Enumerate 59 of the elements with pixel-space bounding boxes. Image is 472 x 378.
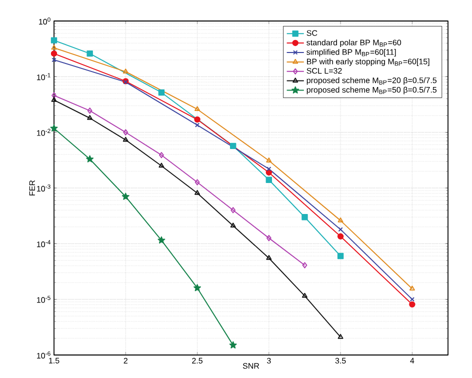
legend-label: proposed scheme M$_{BP}$=50 β=0.5/7.5 xyxy=(306,86,437,94)
point xyxy=(230,207,236,214)
point xyxy=(229,341,237,348)
point xyxy=(194,284,201,292)
point xyxy=(158,89,165,96)
point xyxy=(50,50,58,57)
x-tick-label: 3 xyxy=(266,358,271,364)
y-tick-label: 10$^{-5}$ xyxy=(37,296,50,303)
point xyxy=(194,190,200,195)
y-tick-label: 10$^{-4}$ xyxy=(37,240,50,248)
point xyxy=(194,122,200,128)
point xyxy=(266,158,272,162)
x-tick-label: 2 xyxy=(124,358,128,364)
point xyxy=(158,236,166,244)
y-axis-title: FER xyxy=(29,180,35,196)
point xyxy=(123,129,128,136)
legend-label: BP with early stopping M$_{BP}$=60[15] xyxy=(307,58,430,66)
point xyxy=(50,37,58,44)
point xyxy=(86,155,94,162)
point xyxy=(122,136,128,142)
y-tick-label: 10$^{-2}$ xyxy=(37,128,50,136)
point xyxy=(338,227,343,232)
y-tick-label: 10$^{-6}$ xyxy=(37,351,50,359)
x-tick-label: 1.5 xyxy=(49,358,60,364)
x-tick-label: 4 xyxy=(410,358,414,364)
point xyxy=(194,179,200,186)
point xyxy=(302,214,308,220)
point xyxy=(266,166,272,172)
point xyxy=(122,192,130,200)
point xyxy=(87,108,92,114)
point xyxy=(266,255,272,260)
x-tick-label: 3.5 xyxy=(335,358,346,364)
point xyxy=(122,68,128,74)
legend-label: SCL L=32 xyxy=(306,68,342,74)
x-axis-title: SNR xyxy=(242,363,260,369)
legend-label: simplified BP M$_{BP}$=60[11] xyxy=(306,48,396,56)
point xyxy=(158,162,164,168)
point xyxy=(230,142,236,150)
y-tick-label: 10$^{-1}$ xyxy=(37,73,50,80)
point xyxy=(230,222,236,228)
x-tick-label: 2.5 xyxy=(192,358,202,364)
point xyxy=(194,106,200,112)
legend-label: proposed scheme M$_{BP}$=20 β=0.5/7.5 xyxy=(306,77,437,85)
y-tick-label: 10$^{-3}$ xyxy=(37,184,50,192)
point xyxy=(87,115,93,120)
y-tick-label: 10$^{0}$ xyxy=(39,17,50,25)
point xyxy=(337,233,344,240)
point xyxy=(194,116,200,123)
point xyxy=(159,152,164,158)
point xyxy=(302,292,308,298)
point xyxy=(338,217,344,222)
point xyxy=(337,252,344,260)
point xyxy=(409,301,416,308)
legend-label: standard polar BP M$_{BP}$=60 xyxy=(306,39,402,47)
point xyxy=(266,176,272,183)
point xyxy=(86,50,93,57)
legend-label: SC xyxy=(306,30,318,36)
point xyxy=(50,124,58,132)
point xyxy=(266,234,272,242)
